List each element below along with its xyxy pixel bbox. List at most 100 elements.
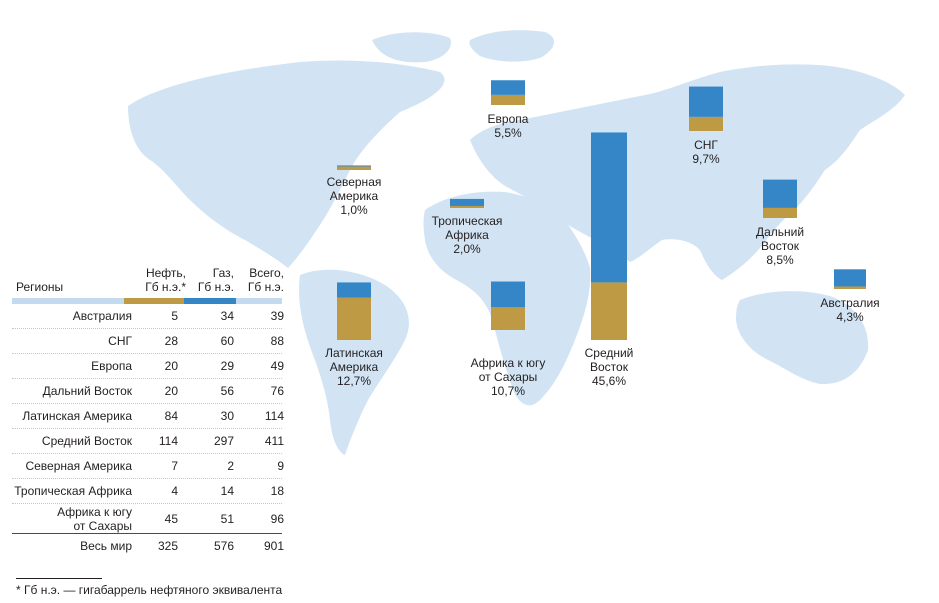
continent-shape bbox=[299, 269, 409, 455]
row-region-name-line: Латинская Америка bbox=[22, 409, 132, 423]
total-gas: 576 bbox=[213, 539, 234, 553]
row-oil-value: 4 bbox=[171, 484, 178, 498]
map-label-name: Средний bbox=[584, 346, 634, 360]
map-label-share: 45,6% bbox=[591, 374, 627, 388]
bar-gas bbox=[763, 179, 797, 208]
row-region-name: Африка к югу от Сахары bbox=[57, 505, 132, 533]
map-label-name: СНГ bbox=[694, 138, 718, 152]
row-oil-value: 114 bbox=[158, 434, 178, 448]
map-label-share: 4,3% bbox=[836, 310, 864, 324]
header-region: Регионы bbox=[16, 280, 64, 294]
continent-shape bbox=[736, 291, 869, 385]
row-region-name-line: Средний Восток bbox=[41, 434, 132, 448]
map-region-label: Дальний Восток 8,5% bbox=[756, 225, 804, 267]
header-total-line1: Всего, bbox=[249, 266, 284, 280]
map-label-name: Америка bbox=[329, 189, 379, 203]
table-row: Австралия 5 34 39 bbox=[12, 304, 284, 329]
map-label-share: 2,0% bbox=[453, 242, 481, 256]
row-gas-value: 2 bbox=[227, 459, 234, 473]
row-region-name: Европа bbox=[91, 359, 132, 373]
map-label-name: Австралия bbox=[820, 296, 880, 310]
map-label-name: Африка bbox=[445, 228, 489, 242]
bar-group bbox=[337, 80, 866, 340]
bar-oil bbox=[689, 116, 723, 131]
bar-oil bbox=[491, 94, 525, 105]
header-gas-line1: Газ, bbox=[212, 266, 234, 280]
table-row: Африка к югу от Сахары 45 51 96 bbox=[12, 504, 284, 534]
row-gas-value: 14 bbox=[220, 484, 234, 498]
map-region-label: Африка к югу от Сахары 10,7% bbox=[471, 356, 546, 398]
row-region-name: СНГ bbox=[108, 334, 132, 348]
row-region-name: Австралия bbox=[73, 309, 132, 323]
bar-gas bbox=[689, 86, 723, 117]
header-bar-total bbox=[236, 298, 282, 304]
map-label-share: 12,7% bbox=[336, 374, 372, 388]
bar-oil bbox=[591, 282, 627, 340]
table-body: Австралия 5 34 39 СНГ 28 60 88 Европа 20 29 49 Дальн… bbox=[12, 304, 284, 534]
map-region-label: Латинская Америка 12,7% bbox=[325, 346, 383, 388]
row-region-name-line: Дальний Восток bbox=[42, 384, 132, 398]
row-total-value: 39 bbox=[270, 309, 284, 323]
row-region-name: Северная Америка bbox=[25, 459, 132, 473]
map-label-share: 8,5% bbox=[766, 253, 794, 267]
map-label-share: 10,7% bbox=[490, 384, 526, 398]
header-oil-line1: Нефть, bbox=[145, 266, 186, 280]
map-region-label: Средний Восток 45,6% bbox=[585, 346, 634, 388]
bar-oil bbox=[337, 166, 371, 170]
bar-oil bbox=[337, 297, 371, 340]
bar-gas bbox=[450, 198, 484, 206]
map-label-name: Африка к югу bbox=[470, 356, 546, 370]
map-label-share: 9,7% bbox=[692, 152, 720, 166]
row-gas-value: 297 bbox=[213, 434, 234, 448]
header-oil: Нефть, Гб н.э.* bbox=[124, 266, 186, 294]
table-row: Тропическая Африка 4 14 18 bbox=[12, 479, 284, 504]
row-oil-value: 20 bbox=[164, 359, 178, 373]
bar-oil bbox=[834, 286, 866, 289]
map-label-name: Америка bbox=[329, 360, 379, 374]
row-total-value: 114 bbox=[264, 409, 284, 423]
row-region-name-line: Австралия bbox=[72, 309, 132, 323]
row-total-value: 18 bbox=[270, 484, 284, 498]
bar-gas bbox=[337, 282, 371, 298]
total-row: Весь мир 325 576 901 bbox=[12, 534, 284, 558]
map-label-name: Восток bbox=[590, 360, 628, 374]
total-total: 901 bbox=[263, 539, 284, 553]
row-region-name-line: от Сахары bbox=[73, 518, 132, 533]
map-label-share: 5,5% bbox=[494, 126, 522, 140]
map-region-label: Тропическая Африка 2,0% bbox=[432, 214, 503, 256]
bar-gas bbox=[337, 165, 371, 167]
row-region-name-line: Африка к югу bbox=[57, 504, 132, 519]
bar-gas bbox=[834, 269, 866, 287]
header-oil-line2: Гб н.э.* bbox=[145, 280, 186, 294]
row-region-name: Дальний Восток bbox=[43, 384, 132, 398]
row-total-value: 96 bbox=[270, 511, 284, 526]
row-oil-value: 5 bbox=[171, 309, 178, 323]
row-oil-value: 45 bbox=[164, 511, 178, 526]
header-gas: Газ, Гб н.э. bbox=[190, 266, 234, 294]
table-row: Северная Америка 7 2 9 bbox=[12, 454, 284, 479]
row-region-name-line: СНГ bbox=[108, 334, 132, 348]
row-gas-value: 34 bbox=[220, 309, 234, 323]
header-total: Всего, Гб н.э. bbox=[238, 266, 284, 294]
header-bar-oil bbox=[124, 298, 184, 304]
row-oil-value: 7 bbox=[171, 459, 178, 473]
row-gas-value: 51 bbox=[220, 511, 234, 526]
map-label-name: Тропическая bbox=[431, 214, 503, 228]
row-region-name: Тропическая Африка bbox=[14, 484, 132, 498]
row-total-value: 49 bbox=[270, 359, 284, 373]
continent-shape bbox=[469, 30, 555, 62]
map-label-name: Дальний bbox=[755, 225, 805, 239]
row-total-value: 9 bbox=[277, 459, 284, 473]
row-gas-value: 60 bbox=[220, 334, 234, 348]
row-gas-value: 56 bbox=[220, 384, 234, 398]
total-oil: 325 bbox=[157, 539, 178, 553]
bar-gas bbox=[591, 132, 627, 283]
bar-oil bbox=[450, 205, 484, 208]
row-gas-value: 29 bbox=[220, 359, 234, 373]
map-label-name: Северная bbox=[326, 175, 382, 189]
continent-shape bbox=[470, 64, 905, 280]
row-region-name: Средний Восток bbox=[42, 434, 132, 448]
row-region-name-line: Северная Америка bbox=[25, 459, 132, 473]
header-gas-line2: Гб н.э. bbox=[197, 280, 234, 294]
